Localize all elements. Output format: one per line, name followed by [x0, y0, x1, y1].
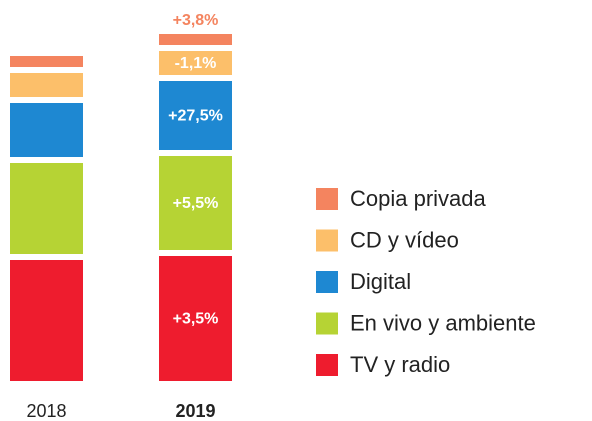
- legend-label: TV y radio: [350, 352, 450, 377]
- legend-swatch: [316, 229, 338, 252]
- x-tick-label: 2018: [26, 401, 66, 421]
- value-label: +3,5%: [173, 311, 219, 328]
- legend-label: Digital: [350, 269, 411, 294]
- bar-segment: [10, 56, 83, 67]
- bar-segment: [159, 81, 232, 150]
- legend-swatch: [316, 354, 338, 376]
- bar-segment: [159, 51, 232, 75]
- value-label: +27,5%: [168, 108, 223, 125]
- bar-segment: [10, 103, 83, 157]
- bar-segment: [159, 156, 232, 250]
- legend-label: Copia privada: [350, 186, 487, 211]
- bar-segment: [10, 163, 83, 254]
- legend-label: En vivo y ambiente: [350, 310, 536, 335]
- bar-segment: [159, 34, 232, 45]
- legend-swatch: [316, 271, 338, 293]
- value-label: +5,5%: [173, 195, 219, 212]
- bar-segment: [159, 256, 232, 381]
- value-label: -1,1%: [175, 55, 217, 72]
- legend-swatch: [316, 188, 338, 210]
- value-label: +3,8%: [173, 12, 219, 29]
- legend-label: CD y vídeo: [350, 227, 459, 252]
- x-tick-label: 2019: [175, 401, 215, 421]
- bar-segment: [10, 260, 83, 381]
- legend-swatch: [316, 312, 338, 335]
- bar-segment: [10, 73, 83, 97]
